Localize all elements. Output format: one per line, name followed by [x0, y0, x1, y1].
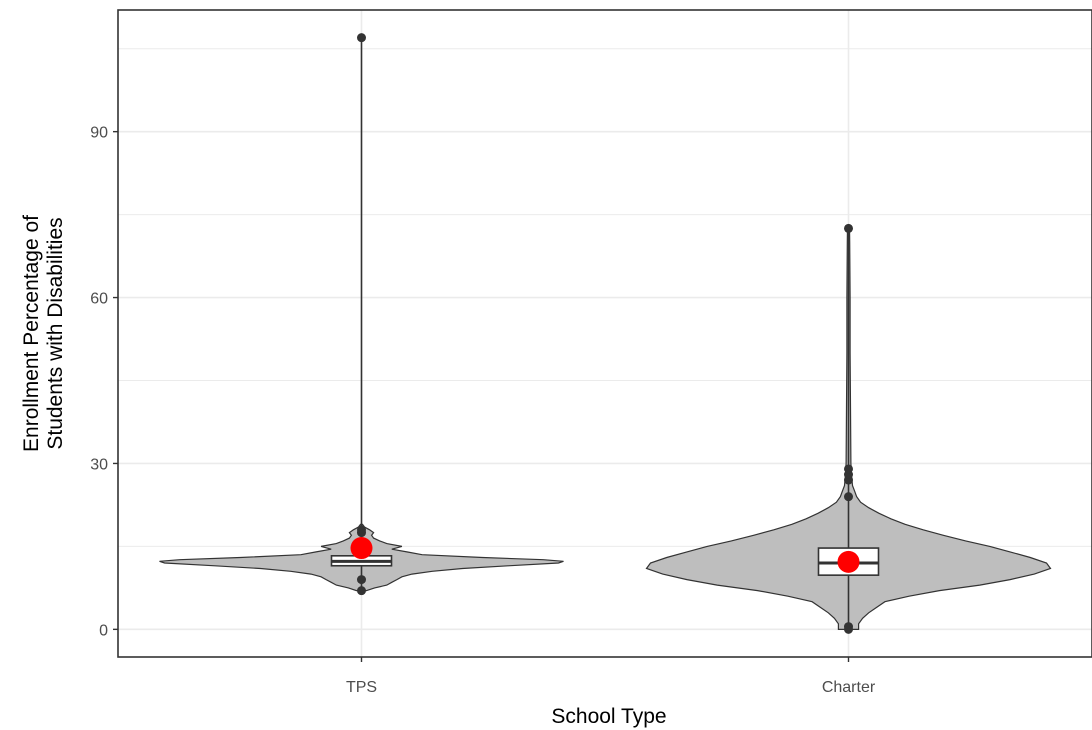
outlier-point: [357, 33, 366, 43]
y-axis-title: Enrollment Percentage ofStudents with Di…: [20, 215, 67, 452]
outlier-point: [357, 525, 366, 535]
x-axis-title: School Type: [551, 705, 666, 728]
y-tick-label: 30: [90, 456, 108, 473]
y-axis-title-line: Students with Disabilities: [44, 217, 67, 449]
y-tick-label: 90: [90, 125, 108, 142]
outlier-point: [357, 586, 366, 596]
outlier-point: [844, 492, 853, 502]
outlier-point: [357, 575, 366, 585]
panel-border: [117, 9, 1092, 658]
axes: 0 30 60 90 TPS Charter: [90, 125, 876, 696]
y-tick-label: 0: [99, 622, 108, 639]
x-tick-label-charter: Charter: [822, 679, 876, 696]
x-tick-label-tps: TPS: [346, 679, 377, 696]
outlier-point: [844, 223, 853, 233]
mean-point-tps: [350, 537, 373, 560]
violins: [159, 225, 1052, 631]
y-axis-title-line: Enrollment Percentage of: [20, 215, 43, 452]
outlier-point: [844, 622, 853, 632]
points: [350, 33, 860, 634]
outlier-point: [844, 464, 853, 474]
y-tick-label: 60: [90, 291, 108, 308]
mean-point-charter: [837, 550, 860, 573]
